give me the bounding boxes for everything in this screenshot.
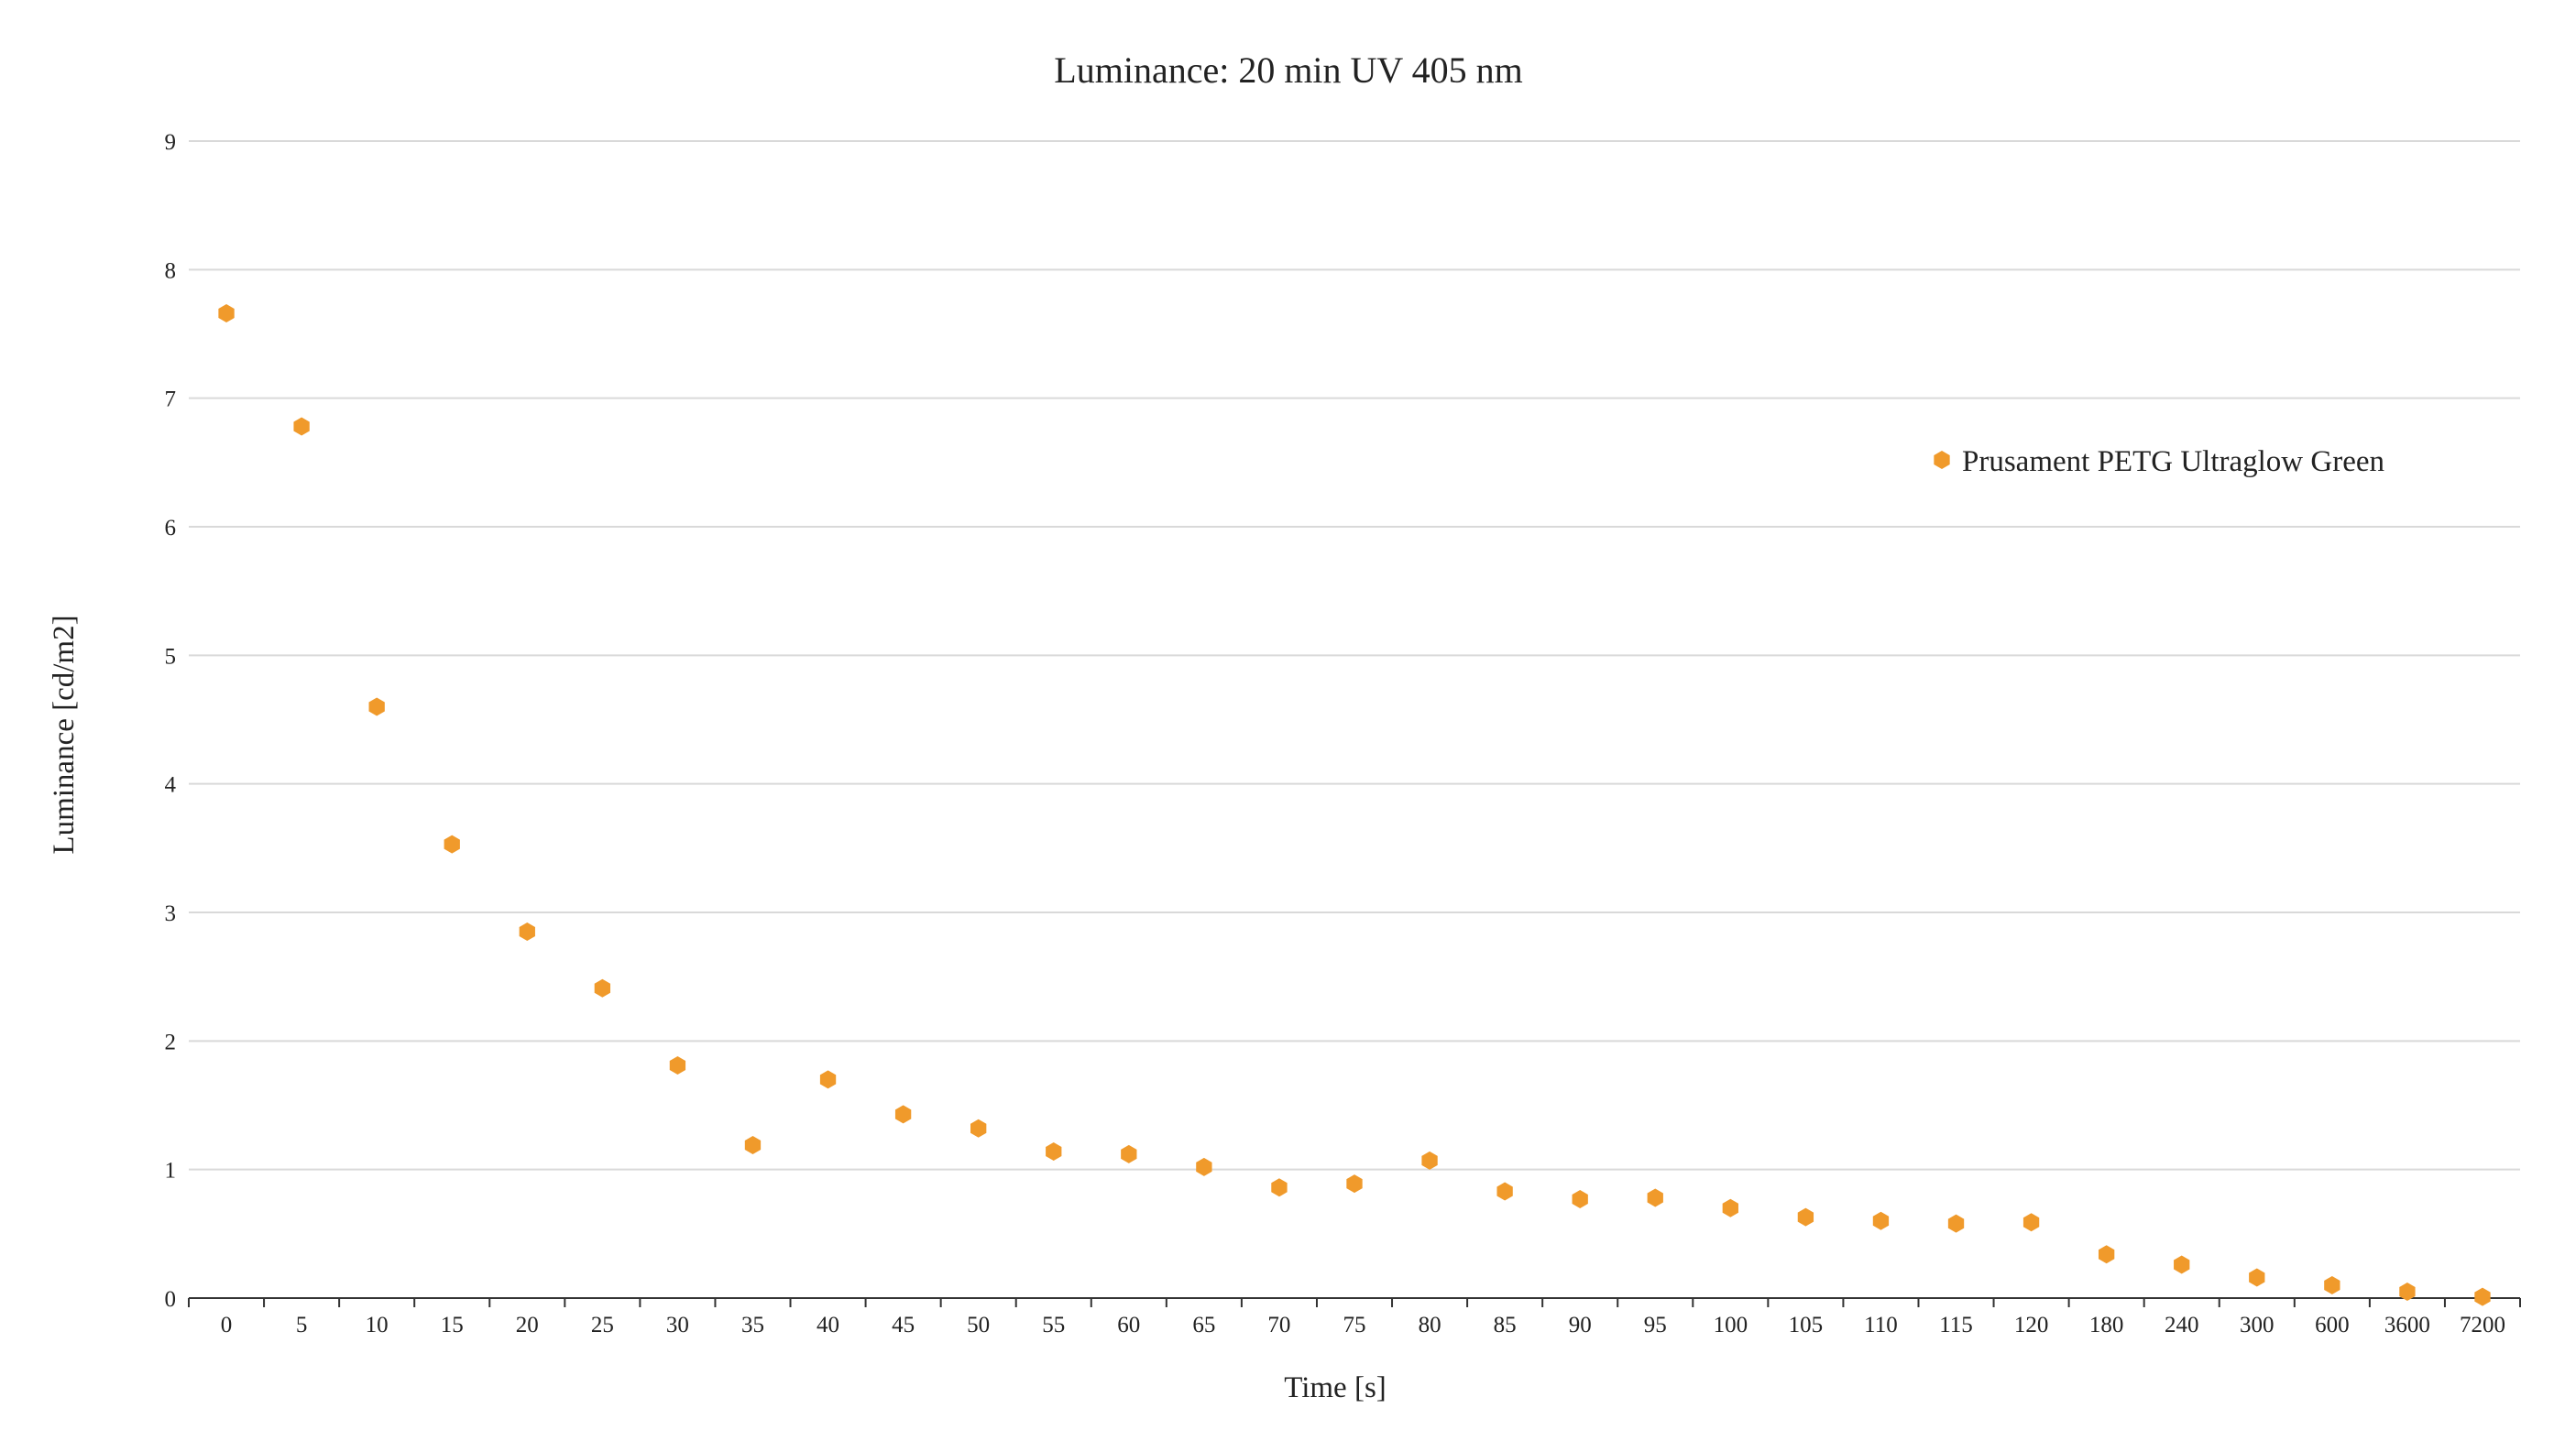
y-tick-label: 9 [165, 130, 177, 155]
x-tick-label: 40 [817, 1313, 839, 1337]
data-point [2399, 1282, 2416, 1301]
x-tick-label: 95 [1644, 1313, 1667, 1337]
legend: Prusament PETG Ultraglow Green [1934, 445, 2384, 478]
data-point [970, 1119, 987, 1138]
x-axis-title: Time [s] [1284, 1371, 1387, 1404]
x-tick-label: 115 [1939, 1313, 1973, 1337]
y-tick-label: 5 [165, 644, 177, 669]
data-point [2174, 1255, 2190, 1274]
y-tick-label: 6 [165, 516, 177, 540]
x-tick-label: 120 [2014, 1313, 2049, 1337]
data-point [1572, 1189, 1588, 1208]
x-tick-label: 55 [1042, 1313, 1065, 1337]
x-tick-label: 20 [516, 1313, 539, 1337]
data-point [1271, 1178, 1288, 1197]
x-tick-label: 15 [441, 1313, 464, 1337]
data-point [744, 1136, 762, 1154]
y-tick-label: 8 [165, 258, 177, 283]
gridlines [189, 140, 2520, 1171]
x-tick-label: 35 [741, 1313, 764, 1337]
data-point [368, 697, 385, 716]
data-point [1797, 1207, 1814, 1227]
x-tick-label: 60 [1117, 1313, 1140, 1337]
y-tick-label: 3 [165, 901, 177, 926]
data-point [1121, 1144, 1137, 1163]
data-point [2324, 1275, 2340, 1294]
y-tick-label: 2 [165, 1030, 177, 1054]
data-point [1196, 1157, 1212, 1176]
data-point [894, 1105, 912, 1124]
x-tick-labels: 0 5 10 15 20 25 30 35 40 45 50 55 60 65 70 75 80 85 90 95 10… [221, 1313, 2505, 1337]
data-point [519, 922, 535, 942]
x-tick-label: 85 [1494, 1313, 1517, 1337]
data-point [1421, 1151, 1438, 1170]
x-tick-label: 110 [1864, 1313, 1898, 1337]
x-tick-label: 50 [967, 1313, 990, 1337]
data-point [669, 1056, 686, 1075]
data-point [2098, 1245, 2115, 1264]
data-point [819, 1070, 837, 1089]
x-tick-label: 80 [1419, 1313, 1441, 1337]
x-tick-label: 30 [666, 1313, 689, 1337]
x-tick-label: 90 [1569, 1313, 1592, 1337]
x-tick-label: 75 [1343, 1313, 1366, 1337]
legend-marker-icon [1934, 451, 1950, 469]
y-tick-label: 0 [165, 1287, 177, 1312]
x-tick-label: 300 [2240, 1313, 2275, 1337]
data-point [594, 978, 611, 998]
y-tick-label: 4 [165, 773, 177, 798]
x-tick-label: 100 [1714, 1313, 1748, 1337]
y-axis-title: Luminance [cd/m2] [48, 615, 81, 854]
x-tick-label: 3600 [2384, 1313, 2430, 1337]
x-tick-label: 600 [2315, 1313, 2350, 1337]
data-point [2249, 1268, 2265, 1287]
data-point [1496, 1182, 1513, 1201]
x-tick-label: 5 [296, 1313, 308, 1337]
x-tick-label: 65 [1192, 1313, 1215, 1337]
y-tick-label: 1 [165, 1159, 177, 1184]
x-tick-label: 70 [1267, 1313, 1290, 1337]
x-tick-label: 45 [892, 1313, 915, 1337]
x-tick-label: 25 [591, 1313, 614, 1337]
data-point [1346, 1174, 1363, 1194]
data-point [1872, 1211, 1890, 1230]
data-point [2474, 1287, 2491, 1306]
data-point [1722, 1198, 1738, 1217]
data-point [293, 417, 310, 436]
x-tick-label: 0 [221, 1313, 233, 1337]
data-point [2022, 1213, 2040, 1232]
y-tick-labels: 0 1 2 3 4 5 6 7 8 9 [165, 130, 177, 1312]
x-tick-label: 105 [1789, 1313, 1824, 1337]
x-tick-label: 180 [2089, 1313, 2124, 1337]
chart-title: Luminance: 20 min UV 405 nm [1054, 49, 1522, 91]
data-point [444, 835, 460, 854]
data-point [1947, 1214, 1965, 1233]
x-tick-label: 10 [366, 1313, 389, 1337]
x-tick-label: 7200 [2460, 1313, 2505, 1337]
data-point [218, 304, 235, 323]
y-tick-label: 7 [165, 388, 177, 412]
data-point [1046, 1142, 1062, 1162]
axes [188, 1297, 2521, 1307]
data-point [1647, 1188, 1663, 1207]
data-points [218, 304, 2491, 1306]
legend-label: Prusament PETG Ultraglow Green [1962, 445, 2384, 478]
x-tick-label: 240 [2165, 1313, 2199, 1337]
